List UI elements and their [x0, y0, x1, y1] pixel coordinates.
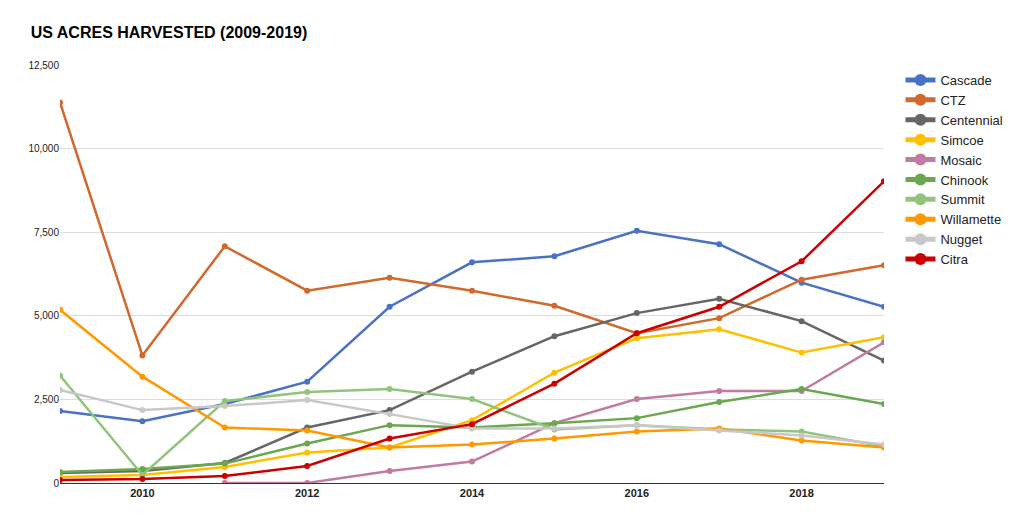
svg-text:2,500: 2,500: [34, 394, 59, 405]
svg-text:CTZ: CTZ: [940, 93, 965, 108]
svg-text:2014: 2014: [460, 487, 485, 499]
svg-text:Cascade: Cascade: [940, 73, 991, 88]
svg-text:2016: 2016: [625, 487, 649, 499]
svg-text:Summit: Summit: [940, 192, 984, 207]
svg-text:5,000: 5,000: [34, 310, 59, 321]
svg-text:Mosaic: Mosaic: [940, 153, 982, 168]
svg-text:Simcoe: Simcoe: [940, 133, 983, 148]
svg-text:US ACRES HARVESTED (2009-2019): US ACRES HARVESTED (2009-2019): [31, 24, 308, 41]
svg-text:0: 0: [53, 478, 59, 489]
svg-text:2012: 2012: [295, 487, 319, 499]
svg-text:2010: 2010: [130, 487, 154, 499]
svg-text:Willamette: Willamette: [940, 212, 1001, 227]
svg-text:2018: 2018: [789, 487, 813, 499]
svg-text:10,000: 10,000: [28, 143, 59, 154]
svg-text:Chinook: Chinook: [940, 173, 988, 188]
svg-text:7,500: 7,500: [34, 227, 59, 238]
svg-text:Centennial: Centennial: [940, 113, 1002, 128]
svg-text:12,500: 12,500: [28, 60, 59, 71]
svg-text:Citra: Citra: [940, 252, 968, 267]
svg-text:Nugget: Nugget: [940, 232, 982, 247]
